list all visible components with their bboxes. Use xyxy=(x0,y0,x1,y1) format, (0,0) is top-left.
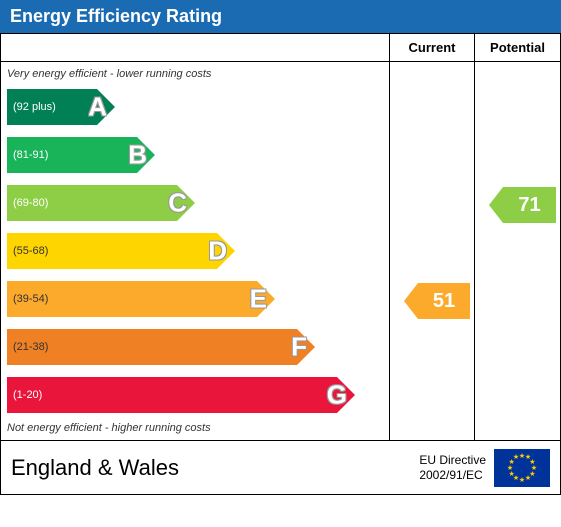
band-range-f: (21-38) xyxy=(7,341,48,353)
band-range-b: (81-91) xyxy=(7,149,48,161)
bottom-efficiency-note: Not energy efficient - higher running co… xyxy=(7,422,383,434)
band-range-d: (55-68) xyxy=(7,245,48,257)
band-range-c: (69-80) xyxy=(7,197,48,209)
rating-table: Very energy efficient - lower running co… xyxy=(0,33,561,441)
potential-value: 71 xyxy=(503,187,556,223)
band-d: (55-68)D xyxy=(7,233,217,269)
band-row-a: (92 plus) A xyxy=(7,86,383,128)
top-efficiency-note: Very energy efficient - lower running co… xyxy=(7,68,383,80)
band-range-e: (39-54) xyxy=(7,293,48,305)
band-range-g: (1-20) xyxy=(7,389,42,401)
band-letter-f: F xyxy=(291,332,307,363)
band-row-c: (69-80) C xyxy=(7,182,383,224)
band-e: (39-54)E xyxy=(7,281,257,317)
band-b: (81-91)B xyxy=(7,137,137,173)
potential-column: Potential 71 xyxy=(475,34,560,440)
footer-region: England & Wales xyxy=(11,455,419,481)
bands-column-header xyxy=(1,34,389,62)
current-value: 51 xyxy=(418,283,470,319)
current-header: Current xyxy=(390,34,474,62)
footer-directive: EU Directive 2002/91/EC xyxy=(419,453,486,482)
footer: England & Wales EU Directive 2002/91/EC … xyxy=(0,441,561,495)
band-letter-e: E xyxy=(250,284,267,315)
band-a: (92 plus)A xyxy=(7,89,97,125)
potential-body: 71 xyxy=(475,62,560,440)
band-range-a: (92 plus) xyxy=(7,101,56,113)
band-letter-a: A xyxy=(88,92,107,123)
current-body: 51 xyxy=(390,62,474,440)
band-row-d: (55-68) D xyxy=(7,230,383,272)
potential-pointer: 71 xyxy=(489,187,556,223)
current-pointer: 51 xyxy=(404,283,470,319)
bands-body: Very energy efficient - lower running co… xyxy=(1,62,389,440)
band-g: (1-20)G xyxy=(7,377,337,413)
potential-header: Potential xyxy=(475,34,560,62)
band-letter-b: B xyxy=(128,140,147,171)
band-row-f: (21-38) F xyxy=(7,326,383,368)
current-column: Current 51 xyxy=(390,34,475,440)
band-row-b: (81-91) B xyxy=(7,134,383,176)
band-c: (69-80)C xyxy=(7,185,177,221)
band-f: (21-38)F xyxy=(7,329,297,365)
band-letter-c: C xyxy=(168,188,187,219)
band-letter-g: G xyxy=(327,380,347,411)
eu-flag-icon: ★★★★★★★★★★★★ xyxy=(494,449,550,487)
bands-column: Very energy efficient - lower running co… xyxy=(1,34,390,440)
band-row-e: (39-54) E xyxy=(7,278,383,320)
band-letter-d: D xyxy=(208,236,227,267)
band-row-g: (1-20) G xyxy=(7,374,383,416)
chart-title: Energy Efficiency Rating xyxy=(0,0,561,33)
